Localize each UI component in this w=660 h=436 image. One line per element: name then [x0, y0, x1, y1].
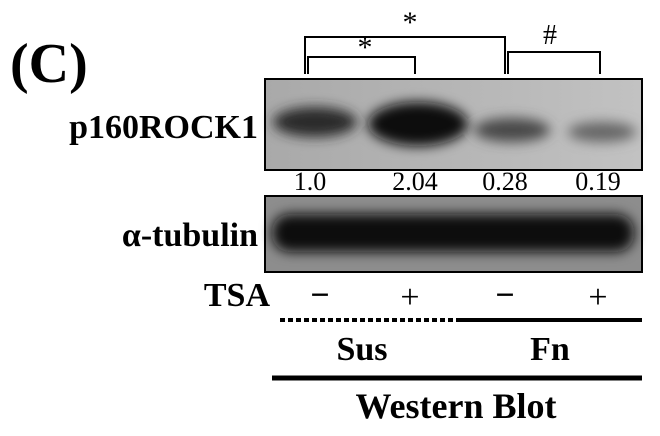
treatment-sign: + — [400, 279, 419, 316]
quantification: 1.0 — [294, 167, 327, 196]
treatment-sign: + — [588, 279, 607, 316]
treatment-sign: − — [495, 277, 514, 314]
blot-label: p160ROCK1 — [69, 109, 258, 146]
blot-label: α-tubulin — [122, 217, 258, 254]
significance-mark: # — [543, 20, 557, 51]
panel-label: (C) — [10, 33, 88, 95]
quantification: 0.28 — [482, 167, 528, 196]
method-label: Western Blot — [356, 386, 557, 426]
significance-mark: * — [403, 6, 418, 39]
significance-mark: * — [358, 31, 373, 64]
quantification: 2.04 — [392, 167, 438, 196]
group-label: Fn — [530, 331, 570, 368]
bands — [272, 214, 634, 252]
group-label: Sus — [336, 331, 387, 368]
figure-panel: (C) * * # p160ROCK1 1.0 2.04 0.28 0.19 α… — [0, 0, 660, 431]
treatment-label: TSA — [204, 277, 271, 314]
quantification: 0.19 — [575, 167, 621, 196]
treatment-sign: − — [310, 277, 329, 314]
